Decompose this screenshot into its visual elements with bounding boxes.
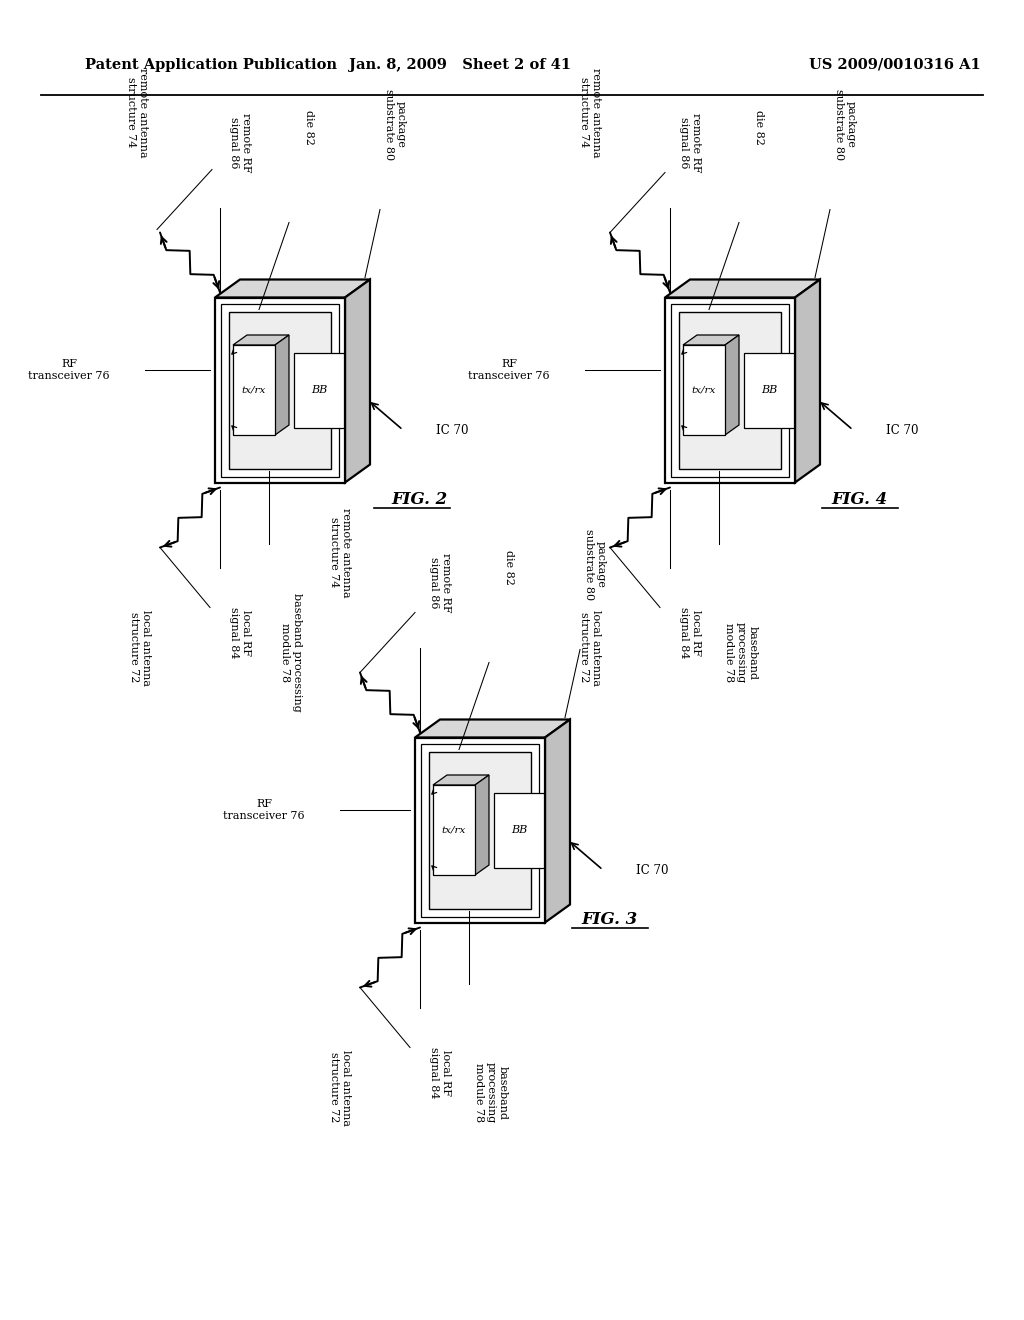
Text: BB: BB — [311, 385, 327, 395]
Polygon shape — [415, 719, 570, 738]
Polygon shape — [215, 280, 370, 297]
Polygon shape — [475, 775, 489, 875]
Text: baseband
processing
module 78: baseband processing module 78 — [474, 1061, 508, 1123]
Text: package
substrate 80: package substrate 80 — [585, 529, 606, 601]
Polygon shape — [744, 352, 794, 428]
Text: FIG. 2: FIG. 2 — [392, 491, 449, 508]
Polygon shape — [415, 738, 545, 923]
Polygon shape — [229, 312, 331, 469]
Text: FIG. 3: FIG. 3 — [582, 912, 638, 928]
Text: RF
transceiver 76: RF transceiver 76 — [468, 359, 550, 380]
Text: remote RF
signal 86: remote RF signal 86 — [229, 112, 251, 173]
Polygon shape — [665, 280, 820, 297]
Text: Jan. 8, 2009   Sheet 2 of 41: Jan. 8, 2009 Sheet 2 of 41 — [349, 58, 571, 73]
Text: die 82: die 82 — [304, 110, 314, 145]
Text: BB: BB — [761, 385, 777, 395]
Text: local antenna
structure 72: local antenna structure 72 — [129, 610, 151, 685]
Text: local RF
signal 84: local RF signal 84 — [679, 607, 700, 659]
Polygon shape — [725, 335, 739, 436]
Text: local antenna
structure 72: local antenna structure 72 — [329, 1049, 351, 1126]
Polygon shape — [294, 352, 344, 428]
Text: remote RF
signal 86: remote RF signal 86 — [679, 112, 700, 173]
Text: remote antenna
structure 74: remote antenna structure 74 — [329, 508, 351, 598]
Text: BB: BB — [511, 825, 527, 836]
Text: remote antenna
structure 74: remote antenna structure 74 — [126, 67, 147, 157]
Text: remote antenna
structure 74: remote antenna structure 74 — [580, 67, 601, 157]
Text: die 82: die 82 — [504, 550, 514, 585]
Polygon shape — [345, 280, 370, 483]
Polygon shape — [683, 345, 725, 436]
Text: baseband
processing
module 78: baseband processing module 78 — [724, 622, 758, 684]
Polygon shape — [494, 792, 544, 867]
Polygon shape — [683, 335, 739, 345]
Text: FIG. 4: FIG. 4 — [831, 491, 888, 508]
Polygon shape — [433, 785, 475, 875]
Polygon shape — [233, 335, 289, 345]
Text: tx/rx: tx/rx — [441, 825, 466, 834]
Text: package
substrate 80: package substrate 80 — [384, 88, 406, 160]
Text: US 2009/0010316 A1: US 2009/0010316 A1 — [809, 58, 981, 73]
Polygon shape — [545, 719, 570, 923]
Text: tx/rx: tx/rx — [692, 385, 716, 395]
Polygon shape — [665, 297, 795, 483]
Text: die 82: die 82 — [754, 110, 764, 145]
Text: local antenna
structure 72: local antenna structure 72 — [580, 610, 601, 685]
Text: local RF
signal 84: local RF signal 84 — [229, 607, 251, 659]
Polygon shape — [233, 345, 275, 436]
Text: Patent Application Publication: Patent Application Publication — [85, 58, 337, 73]
Polygon shape — [429, 751, 531, 908]
Text: RF
transceiver 76: RF transceiver 76 — [29, 359, 110, 380]
Polygon shape — [795, 280, 820, 483]
Text: baseband processing
module 78: baseband processing module 78 — [281, 593, 302, 711]
Text: RF
transceiver 76: RF transceiver 76 — [223, 799, 305, 821]
Text: IC 70: IC 70 — [636, 863, 669, 876]
Text: IC 70: IC 70 — [886, 424, 919, 437]
Polygon shape — [275, 335, 289, 436]
Text: IC 70: IC 70 — [436, 424, 469, 437]
Polygon shape — [215, 297, 345, 483]
Text: tx/rx: tx/rx — [242, 385, 266, 395]
Text: local RF
signal 84: local RF signal 84 — [429, 1047, 451, 1098]
Text: remote RF
signal 86: remote RF signal 86 — [429, 553, 451, 612]
Text: package
substrate 80: package substrate 80 — [835, 88, 856, 160]
Polygon shape — [433, 775, 489, 785]
Polygon shape — [679, 312, 781, 469]
